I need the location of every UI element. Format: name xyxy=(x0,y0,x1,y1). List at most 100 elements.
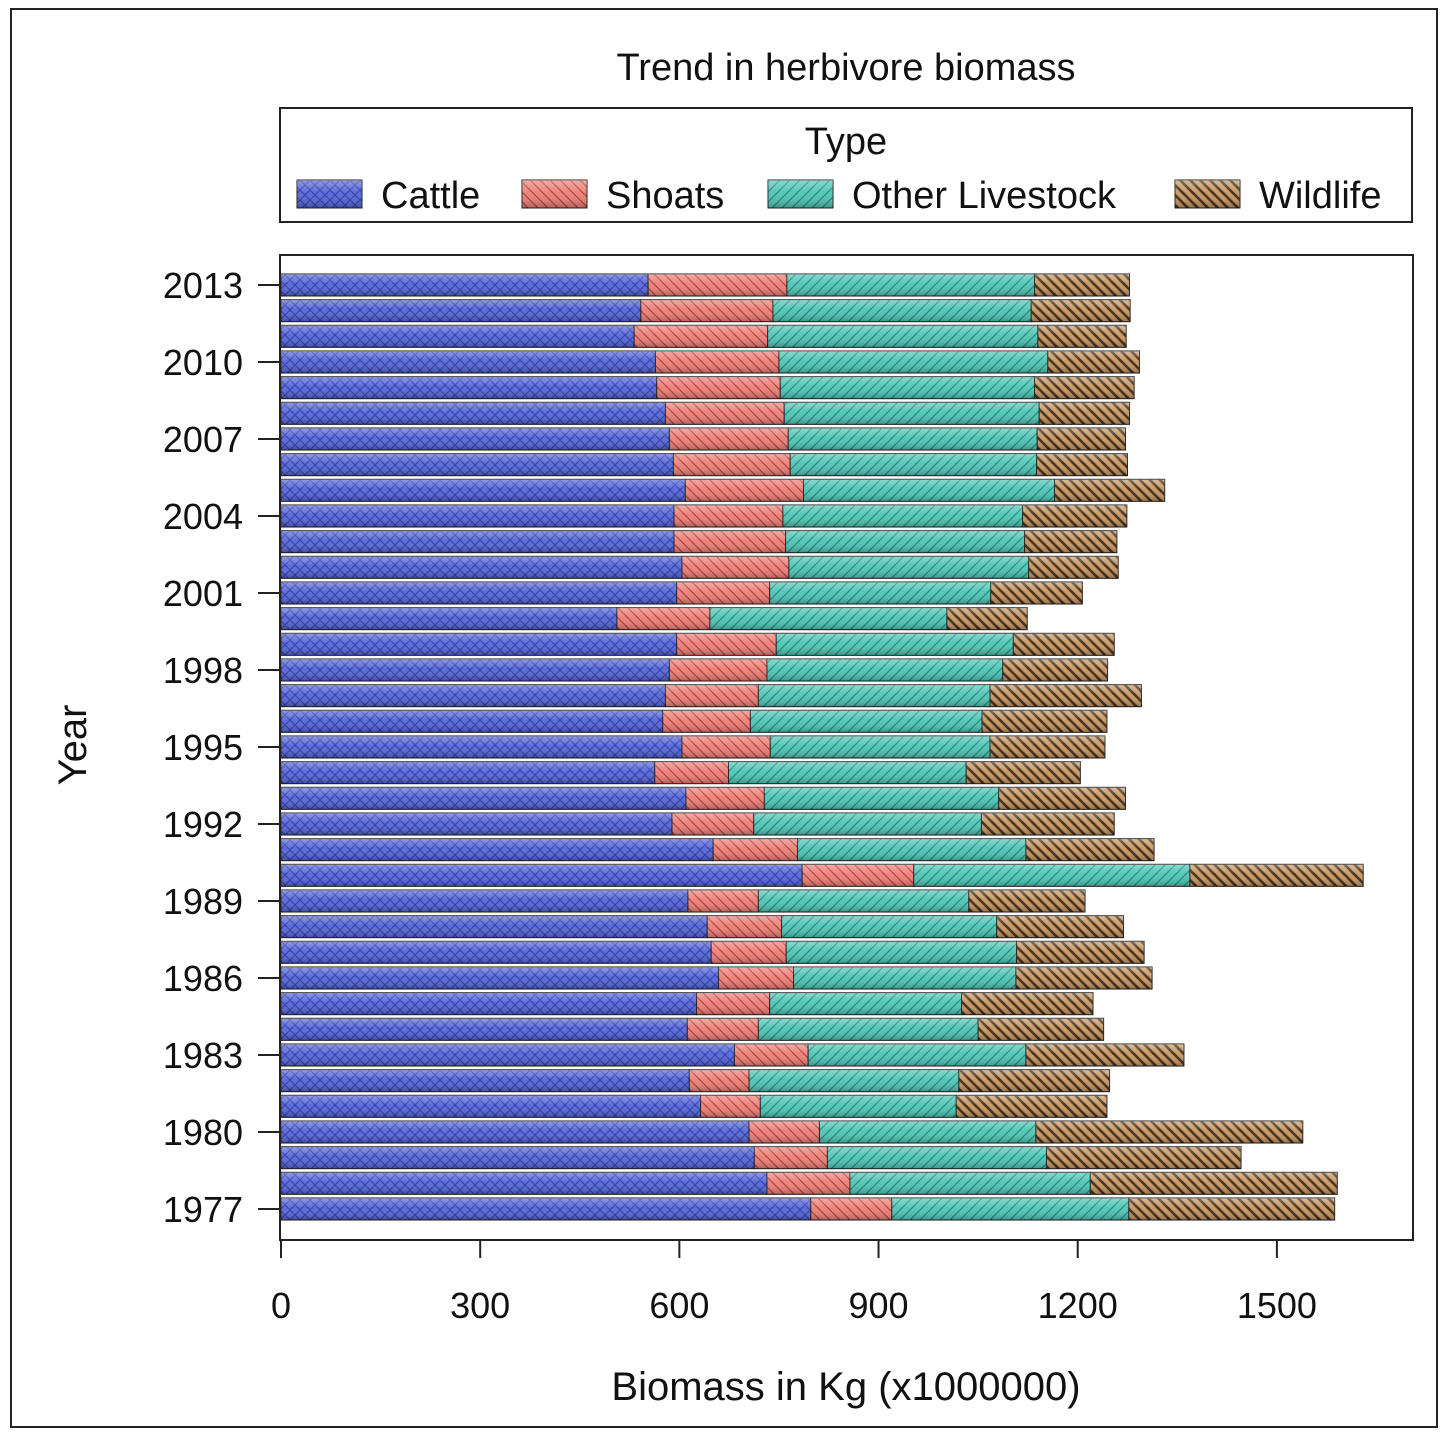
bar-sheen-cattle-1994 xyxy=(281,761,655,784)
bar-sheen-shoats-1995 xyxy=(682,735,771,759)
bar-sheen-cattle-1979 xyxy=(281,1146,755,1169)
bar-sheen-wildlife-1981 xyxy=(956,1095,1107,1118)
bar-sheen-wildlife-1980 xyxy=(1035,1120,1303,1144)
bar-sheen-other-livestock-1984 xyxy=(758,1018,979,1041)
bar-sheen-shoats-2011 xyxy=(634,325,768,348)
bar-sheen-other-livestock-2003 xyxy=(785,530,1025,553)
bar-sheen-shoats-1984 xyxy=(687,1018,759,1041)
bar-sheen-other-livestock-2000 xyxy=(709,607,947,630)
bar-sheen-other-livestock-1983 xyxy=(808,1043,1026,1067)
bar-sheen-other-livestock-2004 xyxy=(782,504,1023,528)
bar-sheen-other-livestock-1986 xyxy=(793,966,1016,990)
bar-sheen-cattle-1990 xyxy=(281,864,803,887)
bar-sheen-shoats-1994 xyxy=(654,761,729,784)
bar-sheen-shoats-1981 xyxy=(700,1095,761,1118)
bar-sheen-other-livestock-1977 xyxy=(891,1197,1129,1221)
y-tick-label-2001: 2001 xyxy=(163,573,243,614)
bar-sheen-shoats-2012 xyxy=(640,299,773,322)
y-tick-label-2004: 2004 xyxy=(163,496,243,537)
bar-sheen-other-livestock-1981 xyxy=(760,1095,957,1118)
x-tick-label-1200: 1200 xyxy=(1038,1285,1118,1326)
legend-swatch-sheen-cattle xyxy=(297,180,362,208)
bar-sheen-cattle-2013 xyxy=(281,273,649,297)
bar-sheen-other-livestock-1998 xyxy=(766,658,1003,682)
bar-sheen-other-livestock-2005 xyxy=(803,479,1055,502)
bar-sheen-wildlife-2010 xyxy=(1047,350,1140,374)
bar-sheen-other-livestock-1985 xyxy=(769,992,962,1015)
bar-sheen-cattle-1980 xyxy=(281,1120,750,1144)
bar-sheen-shoats-2013 xyxy=(648,273,787,297)
bar-sheen-shoats-1999 xyxy=(676,633,777,656)
y-tick-label-2007: 2007 xyxy=(163,419,243,460)
bar-sheen-other-livestock-2002 xyxy=(788,556,1029,579)
y-axis: 2013 2010 2007 2004 2001 1998 1995 1992 1989 1986… xyxy=(163,265,280,1230)
bar-sheen-wildlife-1996 xyxy=(982,710,1107,733)
legend-label-cattle: Cattle xyxy=(381,175,480,217)
bar-sheen-other-livestock-1992 xyxy=(753,812,982,836)
bar-sheen-other-livestock-1991 xyxy=(797,838,1026,861)
legend-label-other-livestock: Other Livestock xyxy=(852,175,1117,217)
bar-sheen-wildlife-1979 xyxy=(1046,1146,1242,1169)
y-axis-label: Year xyxy=(51,705,95,786)
bar-sheen-shoats-2001 xyxy=(676,581,770,605)
bar-sheen-cattle-1984 xyxy=(281,1018,688,1041)
legend: Type Cattle Shoats Other Livestock Wildlife xyxy=(279,107,1413,223)
legend-label-wildlife: Wildlife xyxy=(1259,175,1381,217)
y-tick-label-1995: 1995 xyxy=(163,727,243,768)
bar-sheen-wildlife-1995 xyxy=(990,735,1105,759)
bar-sheen-cattle-1982 xyxy=(281,1069,690,1092)
y-tick-label-1989: 1989 xyxy=(163,881,243,922)
bar-sheen-wildlife-2001 xyxy=(990,581,1083,605)
bar-sheen-shoats-1998 xyxy=(669,658,767,682)
bar-sheen-other-livestock-1993 xyxy=(764,787,999,810)
bar-sheen-wildlife-1999 xyxy=(1013,633,1115,656)
bar-sheen-other-livestock-1994 xyxy=(728,761,967,784)
bar-sheen-wildlife-1977 xyxy=(1128,1197,1335,1221)
x-tick-label-0: 0 xyxy=(271,1285,291,1326)
bar-sheen-wildlife-2000 xyxy=(946,607,1028,630)
bar-sheen-cattle-1981 xyxy=(281,1095,701,1118)
bar-sheen-shoats-2004 xyxy=(674,504,783,528)
bar-sheen-other-livestock-2008 xyxy=(784,402,1040,425)
bar-sheen-wildlife-1978 xyxy=(1090,1172,1338,1195)
legend-title: Type xyxy=(805,121,887,163)
bar-sheen-shoats-1992 xyxy=(672,812,754,836)
bar-sheen-cattle-2011 xyxy=(281,325,635,348)
bar-sheen-cattle-1978 xyxy=(281,1172,767,1195)
y-tick-label-1980: 1980 xyxy=(163,1112,243,1153)
bar-sheen-cattle-1996 xyxy=(281,710,663,733)
bar-sheen-shoats-1978 xyxy=(766,1172,850,1195)
bar-sheen-shoats-2007 xyxy=(669,427,789,451)
bar-sheen-shoats-2003 xyxy=(674,530,786,553)
bar-sheen-other-livestock-1997 xyxy=(758,684,991,707)
bar-sheen-other-livestock-2009 xyxy=(780,376,1035,399)
bar-sheen-other-livestock-1989 xyxy=(758,889,969,913)
y-tick-label-2013: 2013 xyxy=(163,265,243,306)
bar-sheen-cattle-1983 xyxy=(281,1043,735,1067)
y-tick-label-1983: 1983 xyxy=(163,1035,243,1076)
bar-sheen-cattle-1995 xyxy=(281,735,683,759)
bar-sheen-other-livestock-1980 xyxy=(819,1120,1036,1144)
chart-title: Trend in herbivore biomass xyxy=(616,47,1075,89)
x-axis-label: Biomass in Kg (x1000000) xyxy=(611,1365,1080,1409)
bar-sheen-other-livestock-2013 xyxy=(786,273,1035,297)
bar-sheen-other-livestock-1999 xyxy=(776,633,1014,656)
bar-sheen-shoats-1982 xyxy=(689,1069,750,1092)
y-tick-label-1992: 1992 xyxy=(163,804,243,845)
bar-sheen-cattle-2003 xyxy=(281,530,675,553)
bar-sheen-cattle-1991 xyxy=(281,838,714,861)
bar-sheen-other-livestock-1979 xyxy=(827,1146,1047,1169)
bar-sheen-cattle-2012 xyxy=(281,299,641,322)
bar-sheen-shoats-1989 xyxy=(687,889,759,913)
bar-sheen-shoats-1990 xyxy=(802,864,914,887)
bar-sheen-wildlife-1986 xyxy=(1015,966,1153,990)
bar-sheen-shoats-2010 xyxy=(655,350,779,374)
bar-sheen-other-livestock-2001 xyxy=(769,581,991,605)
bar-sheen-cattle-2002 xyxy=(281,556,683,579)
bar-sheen-cattle-1992 xyxy=(281,812,673,836)
bar-sheen-shoats-1983 xyxy=(734,1043,809,1067)
bar-sheen-wildlife-2004 xyxy=(1022,504,1127,528)
bar-sheen-other-livestock-1987 xyxy=(786,941,1017,964)
x-tick-label-600: 600 xyxy=(649,1285,709,1326)
